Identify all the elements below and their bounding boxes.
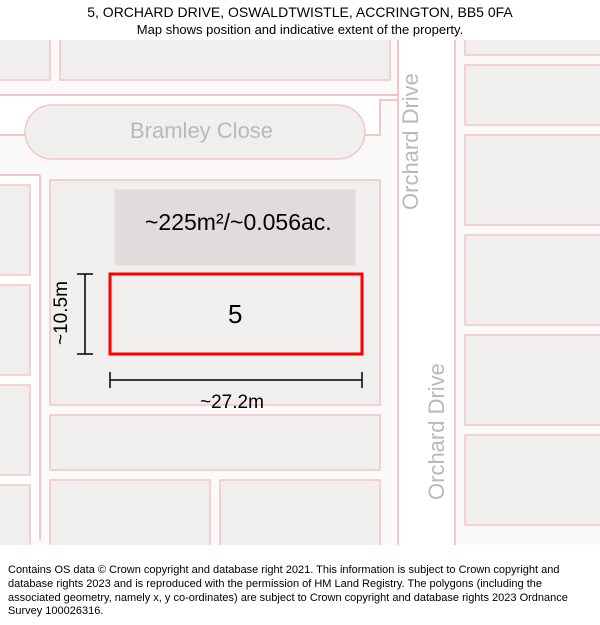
page-subtitle: Map shows position and indicative extent… [0, 22, 600, 37]
building-parcel [0, 485, 30, 545]
building-parcel [465, 335, 600, 425]
building-parcel [0, 385, 30, 475]
building-parcel [465, 40, 600, 55]
buildings-group [0, 40, 600, 545]
building-parcel [0, 185, 30, 275]
building-parcel [465, 435, 600, 525]
width-dimension-label: ~27.2m [200, 392, 264, 413]
page-title: 5, ORCHARD DRIVE, OSWALDTWISTLE, ACCRING… [0, 4, 600, 20]
plot-number-label: 5 [228, 299, 242, 329]
area-label: ~225m²/~0.056ac. [145, 209, 332, 235]
building-parcel [220, 480, 380, 545]
street-label-bramley: Bramley Close [130, 118, 273, 143]
page-root: 5, ORCHARD DRIVE, OSWALDTWISTLE, ACCRING… [0, 0, 600, 625]
street-label-orchard-top: Orchard Drive [398, 73, 423, 210]
building-parcel [465, 235, 600, 325]
map-canvas: Bramley Close Orchard Drive Orchard Driv… [0, 40, 600, 545]
building-parcel [50, 415, 380, 470]
header: 5, ORCHARD DRIVE, OSWALDTWISTLE, ACCRING… [0, 4, 600, 37]
building-parcel [0, 285, 30, 375]
building-parcel [50, 480, 210, 545]
building-parcel [0, 40, 50, 80]
height-dimension-label: ~10.5m [51, 281, 72, 345]
copyright-footer: Contains OS data © Crown copyright and d… [8, 564, 592, 619]
building-parcel [465, 65, 600, 125]
street-label-orchard-bottom: Orchard Drive [424, 363, 449, 500]
building-parcel [465, 135, 600, 225]
building-parcel [60, 40, 390, 80]
